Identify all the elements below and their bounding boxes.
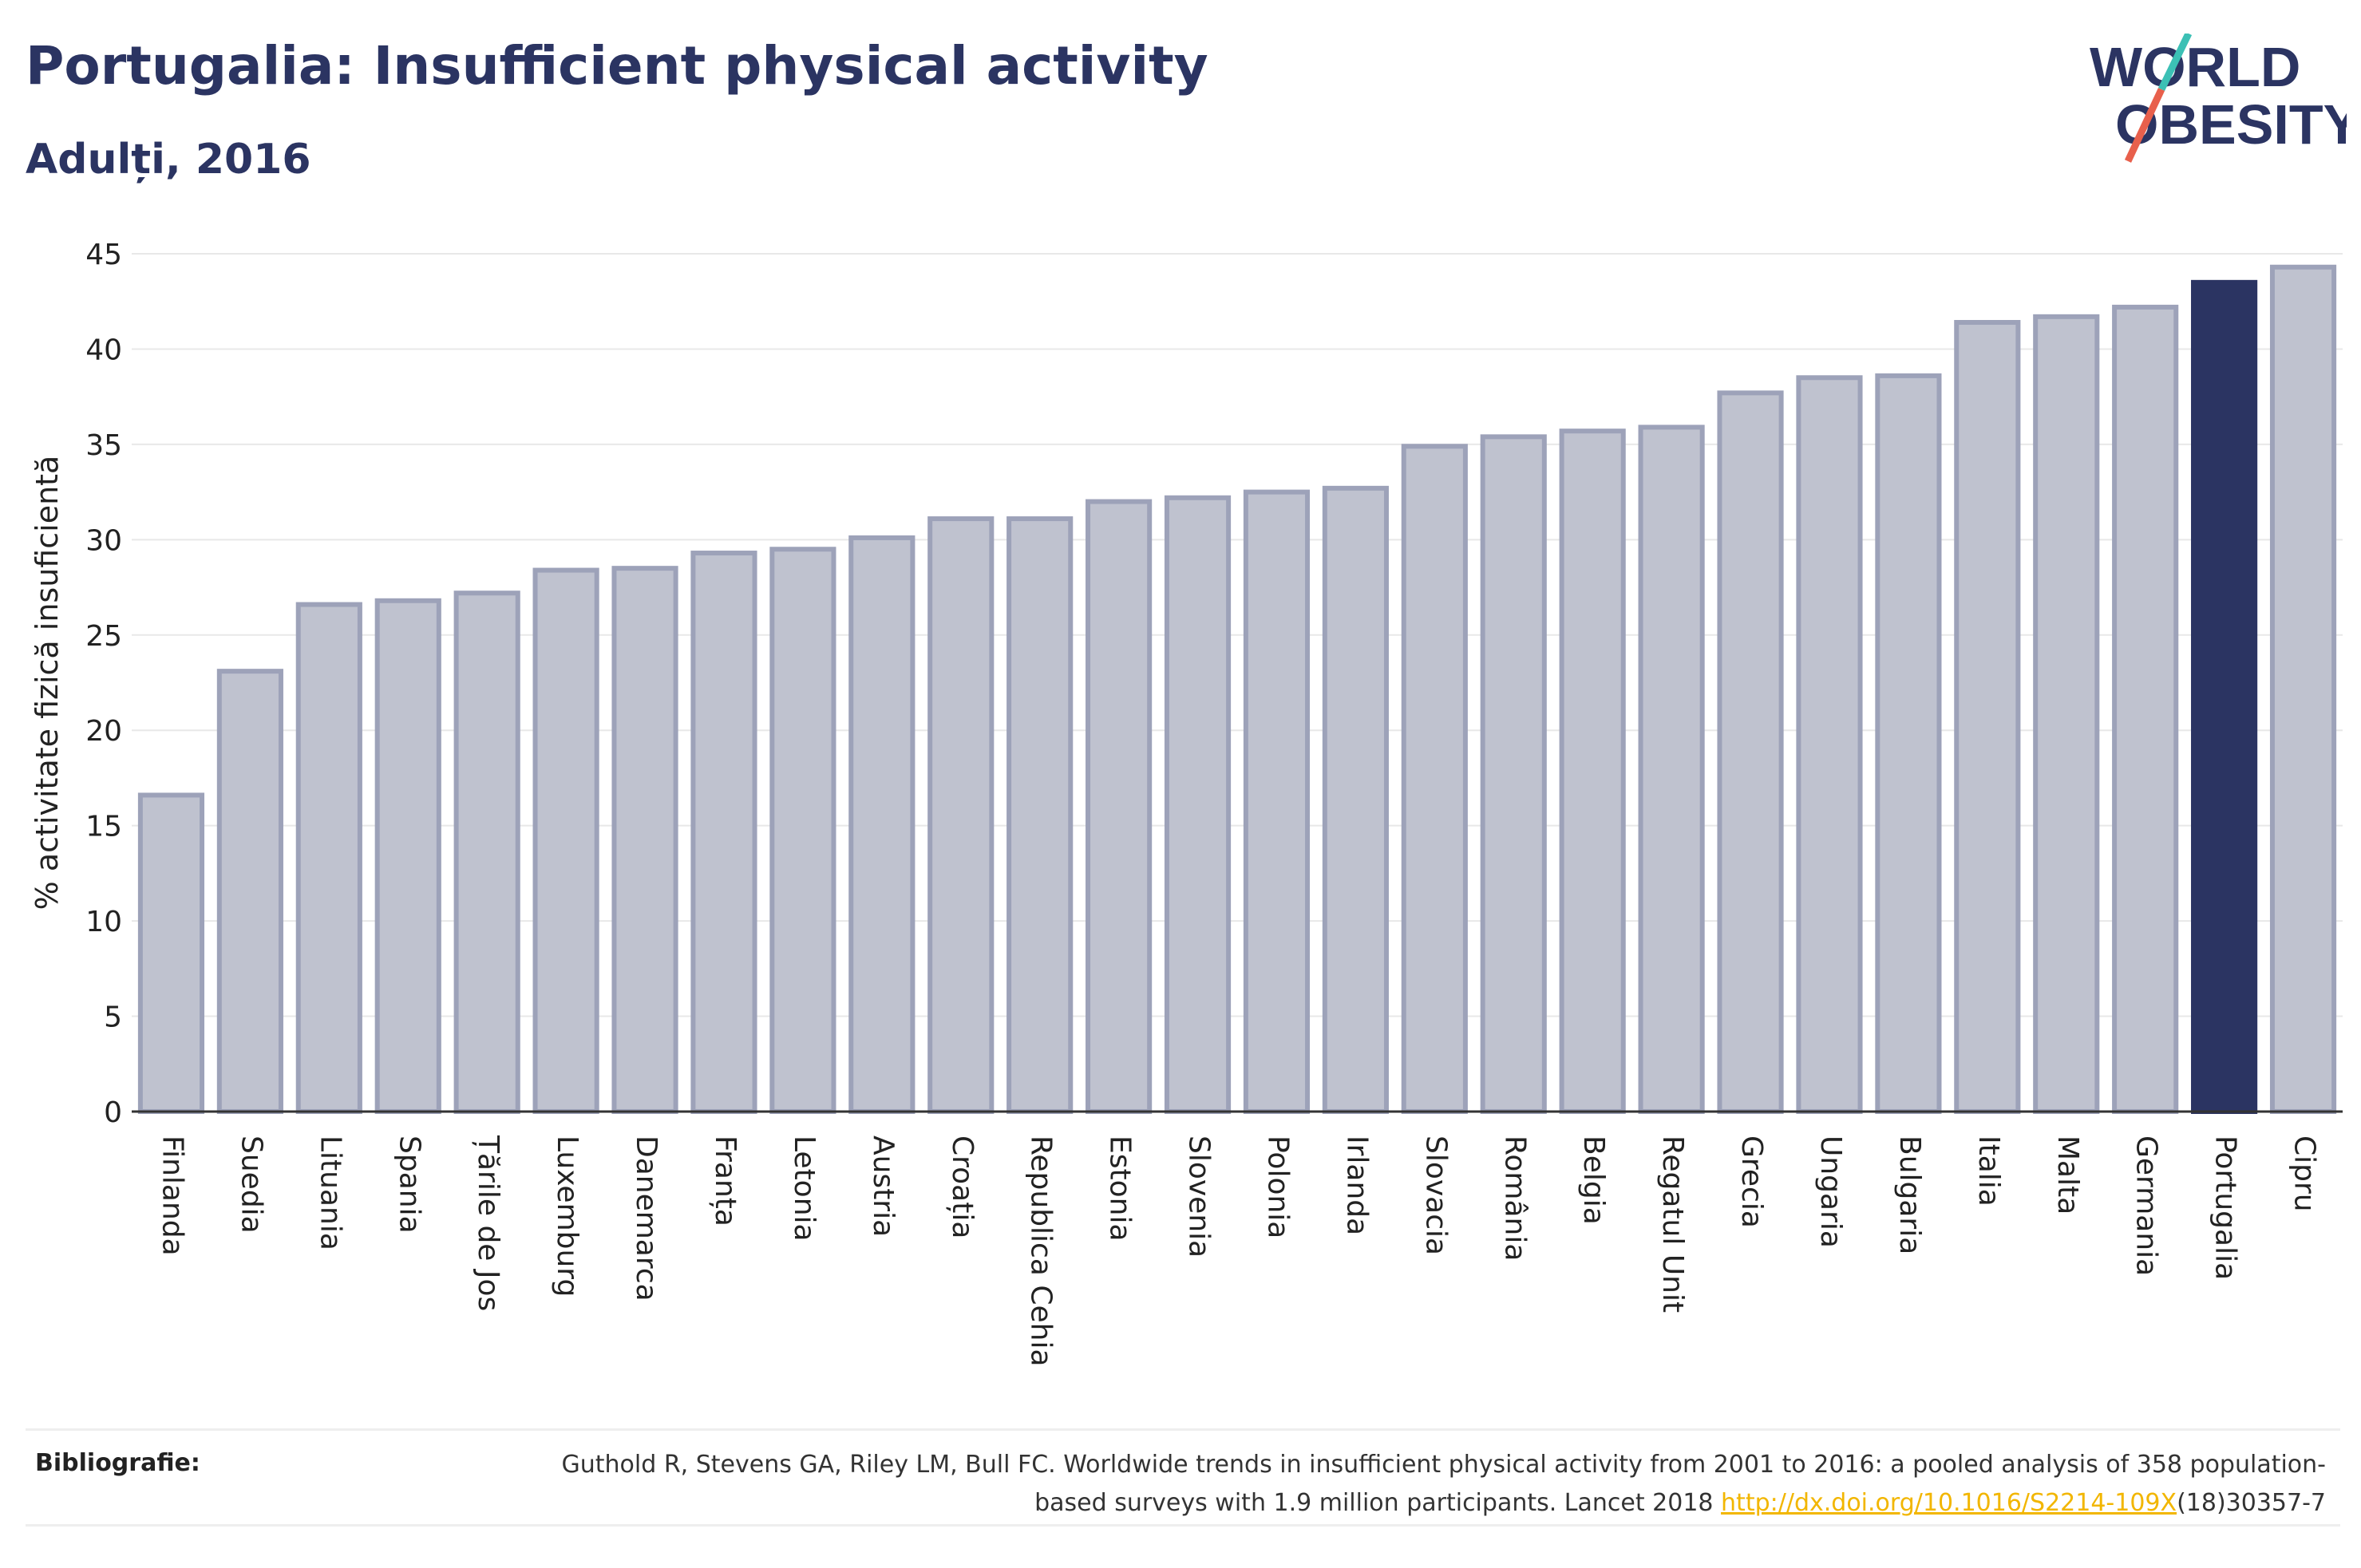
- y-tick-label: 10: [85, 906, 122, 938]
- bar-republica-cehia: [1006, 516, 1074, 1114]
- bar-austria: [848, 535, 916, 1114]
- x-tick-label: Croația: [946, 1136, 979, 1238]
- bar-finlanda: [137, 792, 205, 1114]
- x-tick-label: Malta: [2051, 1136, 2084, 1215]
- bar-croația: [927, 516, 995, 1114]
- chart-subtitle: Adulți, 2016: [26, 136, 311, 184]
- references-divider-bottom: [26, 1524, 2340, 1527]
- x-tick-label: Slovacia: [1419, 1136, 1452, 1255]
- bar-spania: [374, 598, 441, 1114]
- x-tick-label: Portugalia: [2209, 1136, 2242, 1280]
- bar-irlanda: [1322, 485, 1389, 1114]
- y-axis-ticks: 0 5 10 15 20 25 30 35 40 45: [85, 239, 122, 1129]
- bar-germania: [2112, 304, 2179, 1114]
- references-doi-link[interactable]: http://dx.doi.org/10.1016/S2214-109X: [1721, 1489, 2177, 1517]
- x-tick-label: Republica Cehia: [1025, 1136, 1058, 1367]
- bar-românia: [1480, 434, 1547, 1114]
- bar-malta: [2033, 314, 2100, 1115]
- bar-regatul-unit: [1638, 425, 1705, 1114]
- y-axis-label: % activitate fizică insuficientă: [30, 456, 65, 910]
- x-tick-label: Danemarca: [630, 1136, 662, 1301]
- x-tick-label: Letonia: [788, 1136, 821, 1242]
- bar-suedia: [216, 669, 283, 1114]
- bar-estonia: [1086, 499, 1153, 1114]
- y-tick-label: 0: [104, 1096, 122, 1129]
- x-tick-label: Italia: [1972, 1136, 2005, 1207]
- y-tick-label: 25: [85, 620, 122, 653]
- bar-cipru: [2269, 264, 2337, 1115]
- references-divider-top: [26, 1428, 2340, 1431]
- bar-letonia: [769, 547, 836, 1114]
- bar-bulgaria: [1875, 373, 1942, 1114]
- logo-text-world: WORLD: [2090, 36, 2300, 98]
- bar-portugalia: [2191, 279, 2258, 1114]
- x-tick-label: Luxemburg: [551, 1136, 583, 1297]
- y-tick-label: 20: [85, 715, 122, 748]
- world-obesity-logo: WORLD OBESITY: [2090, 34, 2347, 163]
- x-tick-label: Spania: [393, 1136, 425, 1234]
- x-tick-label: Franța: [709, 1136, 742, 1226]
- x-tick-label: Belgia: [1577, 1136, 1610, 1225]
- bar-ungaria: [1796, 375, 1863, 1114]
- bar-slovacia: [1401, 444, 1468, 1114]
- x-tick-label: Estonia: [1104, 1136, 1137, 1242]
- bar-slovenia: [1164, 495, 1232, 1114]
- bar-italia: [1954, 320, 2021, 1114]
- bar-grecia: [1717, 390, 1784, 1114]
- x-tick-label: Țările de Jos: [472, 1135, 504, 1311]
- bar-luxemburg: [532, 567, 599, 1114]
- bar-franța: [690, 551, 757, 1114]
- y-tick-label: 35: [85, 429, 122, 462]
- x-tick-label: Ungaria: [1814, 1136, 1847, 1248]
- x-tick-label: Suedia: [235, 1136, 267, 1234]
- y-tick-label: 5: [104, 1001, 122, 1034]
- x-tick-label: Polonia: [1261, 1136, 1294, 1238]
- references-citation: Guthold R, Stevens GA, Riley LM, Bull FC…: [561, 1451, 2326, 1517]
- bar-belgia: [1559, 429, 1626, 1114]
- x-tick-label: Bulgaria: [1893, 1136, 1926, 1254]
- bars: [137, 264, 2337, 1115]
- y-tick-label: 40: [85, 334, 122, 366]
- x-tick-label: România: [1498, 1136, 1531, 1261]
- chart-title: Portugalia: Insufficient physical activi…: [26, 35, 1208, 97]
- references-text: Guthold R, Stevens GA, Riley LM, Bull FC…: [506, 1446, 2326, 1523]
- x-tick-label: Cipru: [2288, 1136, 2321, 1212]
- logo-slash-red: [2124, 88, 2165, 163]
- y-tick-label: 30: [85, 524, 122, 557]
- x-tick-label: Austria: [867, 1136, 900, 1237]
- x-tick-label: Lituania: [314, 1136, 346, 1250]
- references-doi-suffix: (18)30357-7: [2177, 1489, 2326, 1517]
- x-tick-label: Grecia: [1735, 1136, 1768, 1228]
- bar-danemarca: [611, 566, 678, 1114]
- x-tick-label: Irlanda: [1340, 1136, 1373, 1235]
- x-tick-label: Finlanda: [156, 1136, 188, 1256]
- bar-chart: 0 5 10 15 20 25 30 35 40 45 Finlanda Suedia Lituani…: [30, 239, 2343, 1367]
- x-tick-label: Germania: [2130, 1136, 2163, 1276]
- bar-lituania: [295, 602, 362, 1114]
- x-axis-ticks: Finlanda Suedia Lituania Spania Țările de Jo…: [156, 1135, 2320, 1367]
- x-tick-label: Regatul Unit: [1656, 1136, 1689, 1313]
- bar-țările-de-jos: [453, 590, 520, 1114]
- bar-polonia: [1243, 489, 1311, 1114]
- y-tick-label: 45: [85, 239, 122, 271]
- y-tick-label: 15: [85, 811, 122, 843]
- references-label: Bibliografie:: [35, 1449, 200, 1477]
- x-tick-label: Slovenia: [1183, 1136, 1216, 1258]
- logo-slash-teal: [2157, 34, 2193, 91]
